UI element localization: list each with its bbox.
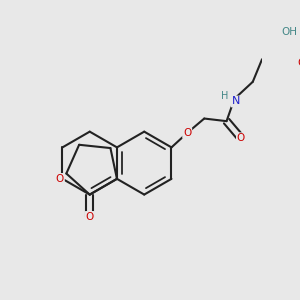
Text: O: O — [297, 58, 300, 68]
Text: O: O — [237, 133, 245, 143]
Text: O: O — [183, 128, 191, 138]
Text: O: O — [56, 174, 64, 184]
Text: O: O — [85, 212, 94, 222]
Text: OH: OH — [281, 27, 298, 37]
Text: N: N — [232, 97, 240, 106]
Text: H: H — [221, 91, 228, 101]
